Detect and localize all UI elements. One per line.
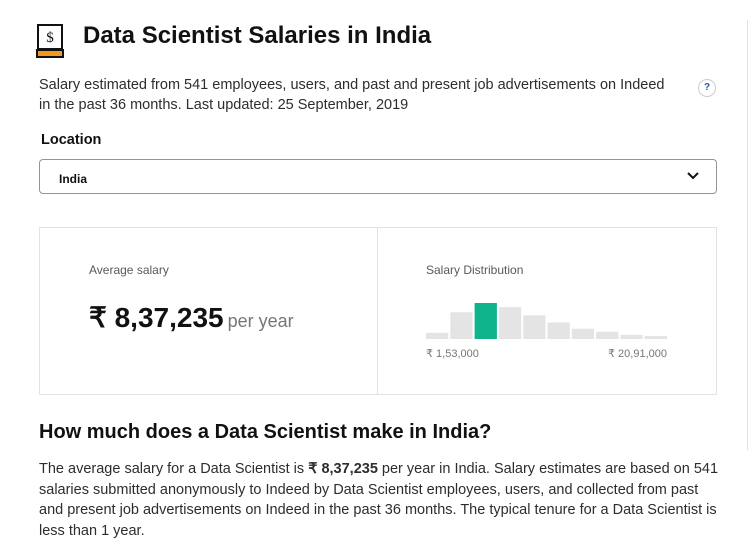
distribution-label: Salary Distribution [426,263,524,277]
max-salary-label: ₹ 20,91,000 [608,348,667,360]
card-divider [377,228,378,394]
histogram-bar [620,334,643,339]
svg-text:$: $ [46,30,54,46]
average-amount: ₹ 8,37,235 [89,302,224,333]
histogram-bar [571,328,595,339]
histogram-bar [450,312,473,339]
histogram-bar [644,335,667,339]
histogram-bar [498,307,522,339]
salary-icon: $ [36,24,64,58]
histogram-bar [523,315,546,339]
text: The average salary for a Data Scientist … [39,461,309,477]
min-salary-label: ₹ 1,53,000 [426,348,479,360]
average-unit: per year [227,311,294,331]
help-button[interactable]: ? [698,79,716,97]
distribution-histogram: ₹ 1,53,000 ₹ 20,91,000 [426,303,667,360]
chevron-icon [687,172,699,180]
location-value: India [59,172,88,186]
location-select[interactable]: India [39,159,717,194]
salary-card: Average salary ₹ 8,37,235 per year Salary… [39,227,717,395]
average-label: Average salary [89,263,169,277]
location-label: Location [41,132,102,148]
bold-text: ₹ 8,37,235 [308,461,378,477]
histogram-bar [596,331,619,339]
page-title: Data Scientist Salaries in India [83,22,432,49]
text: per year in India. Salary estimates are … [39,461,719,539]
section-heading: How much does a Data Scientist make in I… [39,421,492,443]
histogram-bar [547,322,570,339]
side-border [747,20,748,450]
average-salary: ₹ 8,37,235 per year [89,301,294,334]
histogram-bar [426,332,449,339]
histogram-bar [474,303,497,339]
description: Salary estimated from 541 employees, use… [39,77,665,113]
section-text: The average salary for a Data Scientist … [39,459,719,541]
